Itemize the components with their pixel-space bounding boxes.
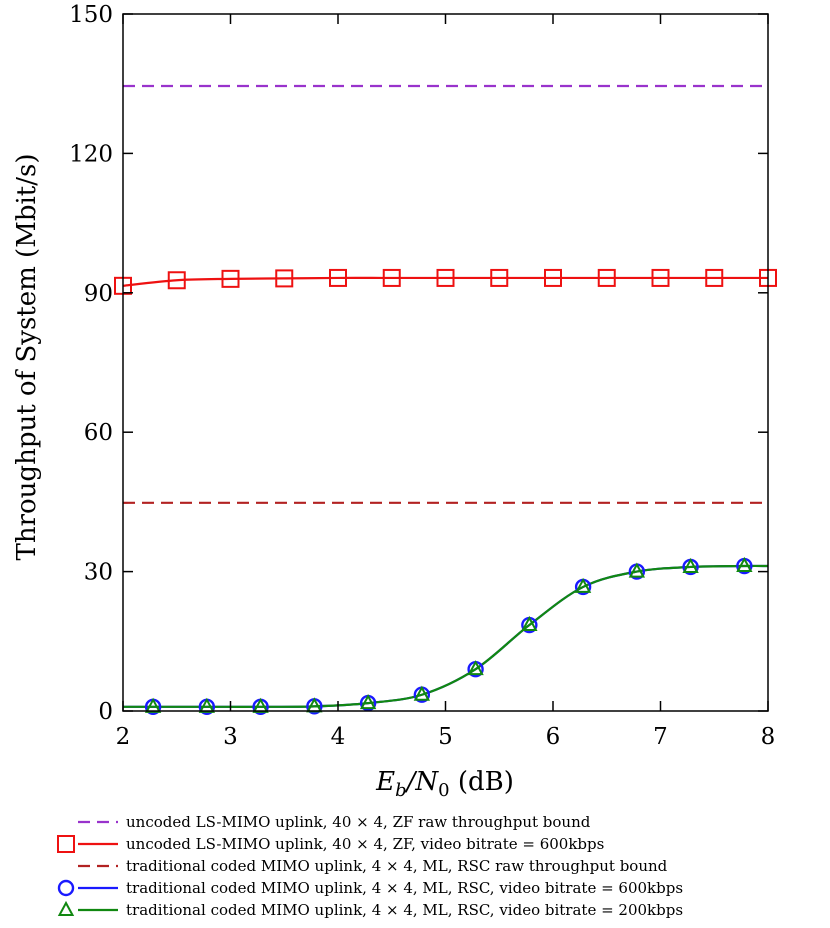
x-tick-label: 6 [546, 724, 561, 750]
y-tick-label: 120 [69, 141, 113, 167]
y-axis-label: Throughput of System (Mbit/s) [12, 154, 42, 561]
legend-label: traditional coded MIMO uplink, 4 × 4, ML… [126, 879, 683, 897]
x-label-sep-n: /N [404, 767, 440, 797]
legend-entry-3: traditional coded MIMO uplink, 4 × 4, ML… [57, 879, 683, 897]
data-point [198, 697, 216, 713]
data-point [467, 660, 484, 676]
x-label-sub-b: b [395, 780, 407, 801]
legend-label: uncoded LS-MIMO uplink, 40 × 4, ZF, vide… [126, 835, 604, 853]
y-tick-label: 0 [98, 699, 113, 725]
data-point [682, 557, 699, 573]
x-tick-label: 5 [438, 724, 453, 750]
legend: uncoded LS-MIMO uplink, 40 × 4, ZF raw t… [57, 813, 683, 919]
data-point [736, 556, 753, 573]
series-markers-1 [114, 268, 777, 295]
series-lines [123, 84, 768, 708]
legend-entry-4: traditional coded MIMO uplink, 4 × 4, ML… [57, 900, 683, 919]
series-markers-3 [144, 557, 753, 716]
y-tick-label: 30 [84, 560, 113, 586]
x-axis-label-group: Eb/N0 (dB) [375, 767, 514, 801]
plot-area [114, 84, 777, 716]
data-point [413, 685, 431, 701]
data-point [490, 268, 509, 287]
data-point [521, 615, 538, 632]
axes: 2 3 4 5 6 7 8 0 30 60 90 120 150 [69, 2, 775, 750]
data-point [544, 268, 562, 287]
x-axis-label: Eb/N0 (dB) [375, 767, 514, 801]
series-line-1 [123, 276, 768, 287]
x-tick-label: 8 [761, 724, 776, 750]
data-point [651, 268, 670, 287]
series-line-4 [123, 564, 768, 708]
x-tick-label: 3 [223, 724, 238, 750]
x-tick-label: 7 [653, 724, 668, 750]
y-tick-label: 150 [69, 2, 113, 28]
data-point [144, 697, 162, 713]
legend-marker [57, 835, 75, 853]
y-tick-label: 90 [84, 281, 113, 307]
x-tick-label: 4 [331, 724, 346, 750]
legend-entry-0: uncoded LS-MIMO uplink, 40 × 4, ZF raw t… [78, 813, 591, 831]
data-point [275, 269, 294, 288]
data-point [628, 562, 646, 578]
data-point [359, 694, 377, 710]
data-point [329, 268, 347, 287]
legend-marker [57, 879, 75, 897]
data-point [597, 268, 616, 287]
data-point [436, 268, 455, 287]
data-point [574, 577, 592, 593]
legend-label: traditional coded MIMO uplink, 4 × 4, ML… [126, 901, 683, 919]
legend-label: uncoded LS-MIMO uplink, 40 × 4, ZF raw t… [126, 813, 591, 831]
x-label-unit: (dB) [450, 767, 514, 797]
x-tick-label: 2 [116, 724, 131, 750]
legend-entry-1: uncoded LS-MIMO uplink, 40 × 4, ZF, vide… [57, 835, 604, 853]
legend-marker [57, 900, 75, 916]
data-point [167, 271, 186, 290]
data-point [382, 268, 401, 287]
x-label-e: E [375, 767, 395, 797]
data-point [252, 697, 269, 713]
y-tick-label: 60 [84, 420, 113, 446]
y-axis-label-group: Throughput of System (Mbit/s) [12, 154, 42, 561]
x-label-sub-0: 0 [438, 780, 449, 801]
data-point [705, 268, 724, 287]
legend-label: traditional coded MIMO uplink, 4 × 4, ML… [126, 857, 668, 875]
legend-entry-2: traditional coded MIMO uplink, 4 × 4, ML… [78, 857, 668, 875]
series-markers-4 [144, 556, 753, 713]
data-point [221, 269, 240, 288]
plot-frame [122, 13, 769, 712]
